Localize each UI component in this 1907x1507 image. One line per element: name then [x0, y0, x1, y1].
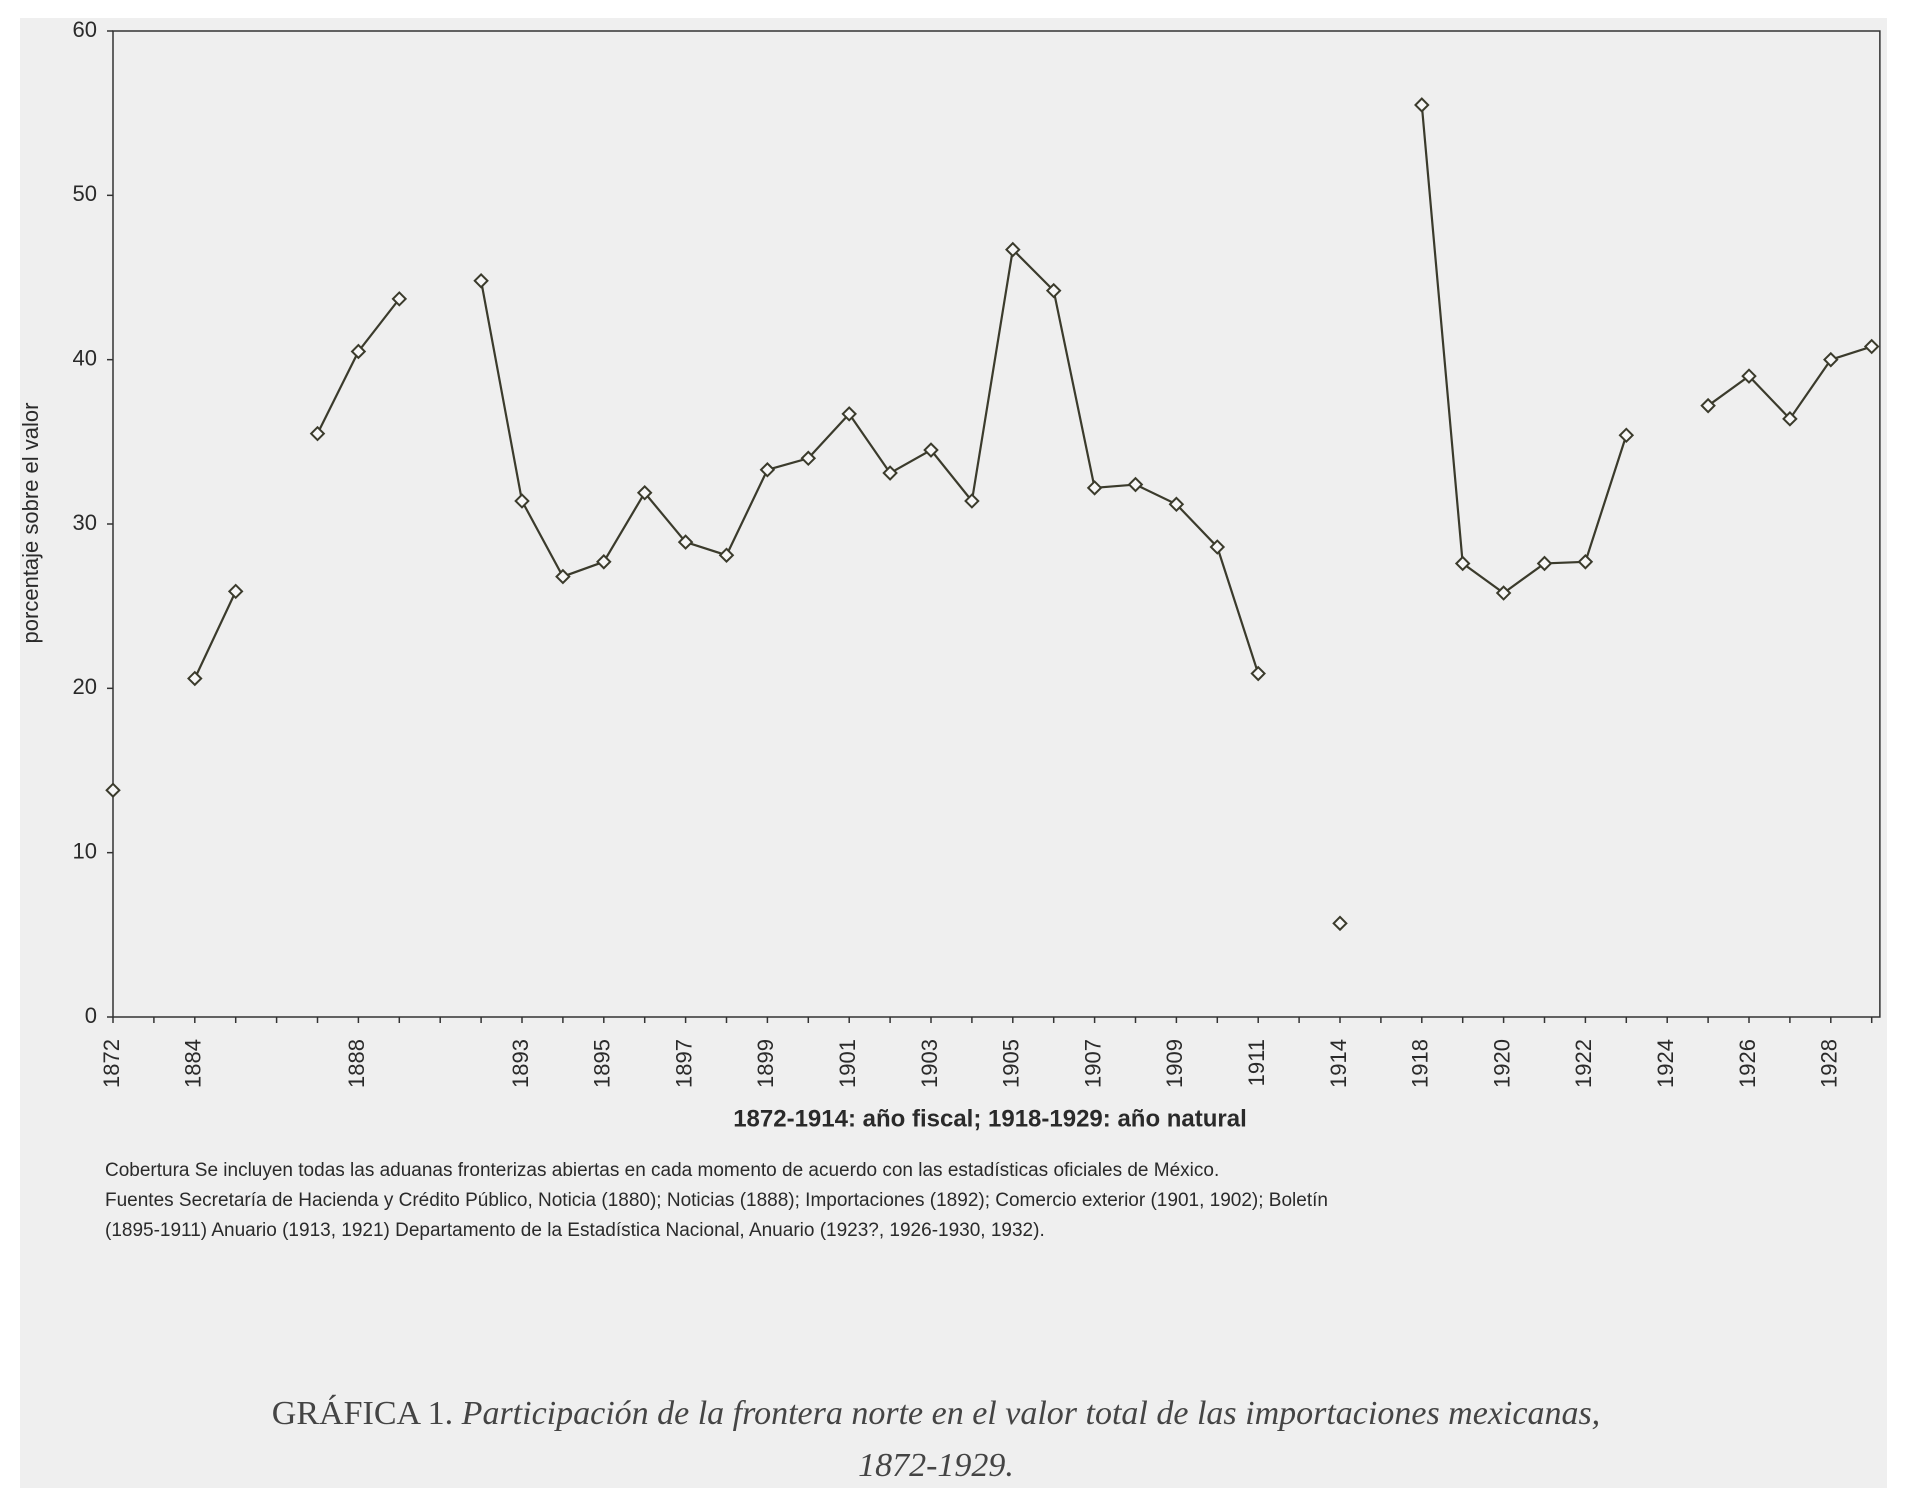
y-tick-label: 30	[73, 510, 97, 535]
x-tick-label: 1922	[1571, 1039, 1596, 1088]
x-tick-label: 1907	[1080, 1039, 1105, 1088]
x-tick-label: 1888	[344, 1039, 369, 1088]
data-point	[718, 547, 735, 564]
data-point	[1127, 476, 1144, 493]
x-tick-label: 1884	[181, 1039, 206, 1088]
data-point	[1536, 555, 1553, 572]
data-point	[1209, 539, 1226, 555]
data-point	[1700, 397, 1716, 414]
x-tick-label: 1872	[99, 1039, 124, 1088]
data-point	[187, 670, 203, 687]
data-point	[636, 484, 653, 501]
data-point	[1086, 480, 1103, 496]
data-point	[1618, 427, 1635, 444]
x-tick-label: 1926	[1735, 1039, 1760, 1088]
data-point	[1495, 585, 1512, 601]
note: Fuentes Secretaría de Hacienda y Crédito…	[105, 1190, 1328, 1211]
data-point	[1332, 915, 1348, 932]
data-point	[1741, 368, 1757, 384]
y-tick-label: 40	[73, 345, 97, 370]
x-tick-label: 1895	[590, 1039, 615, 1088]
y-tick-label: 60	[73, 17, 97, 42]
data-point	[964, 493, 980, 509]
data-point	[596, 554, 612, 570]
background	[20, 18, 1887, 1488]
x-tick-label: 1911	[1244, 1039, 1269, 1086]
data-point	[350, 343, 367, 360]
data-point	[1168, 496, 1185, 513]
x-tick-label: 1924	[1653, 1039, 1678, 1088]
caption-label: GRÁFICA 1.	[272, 1395, 453, 1432]
x-tick-label: 1905	[999, 1039, 1024, 1088]
data-point	[1782, 411, 1798, 427]
data-point	[105, 782, 121, 798]
data-point	[1454, 555, 1471, 572]
data-point	[759, 461, 776, 478]
x-axis-label: 1872-1914: año fiscal; 1918-1929: año na…	[733, 1105, 1247, 1132]
data-point	[391, 291, 408, 307]
data-point	[1577, 554, 1594, 570]
data-point	[1823, 351, 1839, 368]
data-point	[841, 406, 857, 422]
x-tick-label: 1920	[1489, 1039, 1514, 1088]
data-point	[309, 425, 326, 442]
x-tick-label: 1901	[835, 1039, 860, 1088]
x-tick-label: 1893	[508, 1039, 533, 1088]
data-point	[1863, 338, 1880, 355]
y-tick-label: 0	[85, 1003, 97, 1028]
note: (1895-1911) Anuario (1913, 1921) Departa…	[105, 1220, 1045, 1241]
data-point	[882, 465, 898, 481]
data-point	[1250, 665, 1266, 682]
caption: GRÁFICA 1. Participación de la frontera …	[272, 1395, 1600, 1432]
data-point	[473, 273, 489, 289]
note: Cobertura Se incluyen todas las aduanas …	[105, 1160, 1219, 1181]
y-tick-label: 20	[73, 674, 97, 699]
x-tick-label: 1903	[917, 1039, 942, 1088]
data-point	[514, 493, 530, 509]
y-tick-label: 10	[73, 838, 97, 863]
data-point	[1005, 241, 1021, 258]
data-point	[227, 583, 244, 600]
x-tick-label: 1914	[1326, 1039, 1351, 1088]
x-tick-label: 1918	[1408, 1039, 1433, 1088]
data-point	[923, 442, 939, 458]
x-tick-label: 1909	[1162, 1039, 1187, 1088]
data-point	[1045, 282, 1062, 299]
x-tick-label: 1899	[753, 1039, 778, 1088]
data-point	[1414, 97, 1430, 113]
y-axis-label: porcentaje sobre el valor	[18, 403, 43, 644]
caption-text: Participación de la frontera norte en el…	[461, 1395, 1601, 1432]
caption-text: 1872-1929.	[858, 1447, 1014, 1484]
data-point	[800, 450, 817, 467]
data-point	[555, 568, 571, 585]
y-tick-label: 50	[73, 181, 97, 206]
x-tick-label: 1897	[671, 1039, 696, 1088]
x-tick-label: 1928	[1817, 1039, 1842, 1088]
data-point	[677, 534, 694, 550]
